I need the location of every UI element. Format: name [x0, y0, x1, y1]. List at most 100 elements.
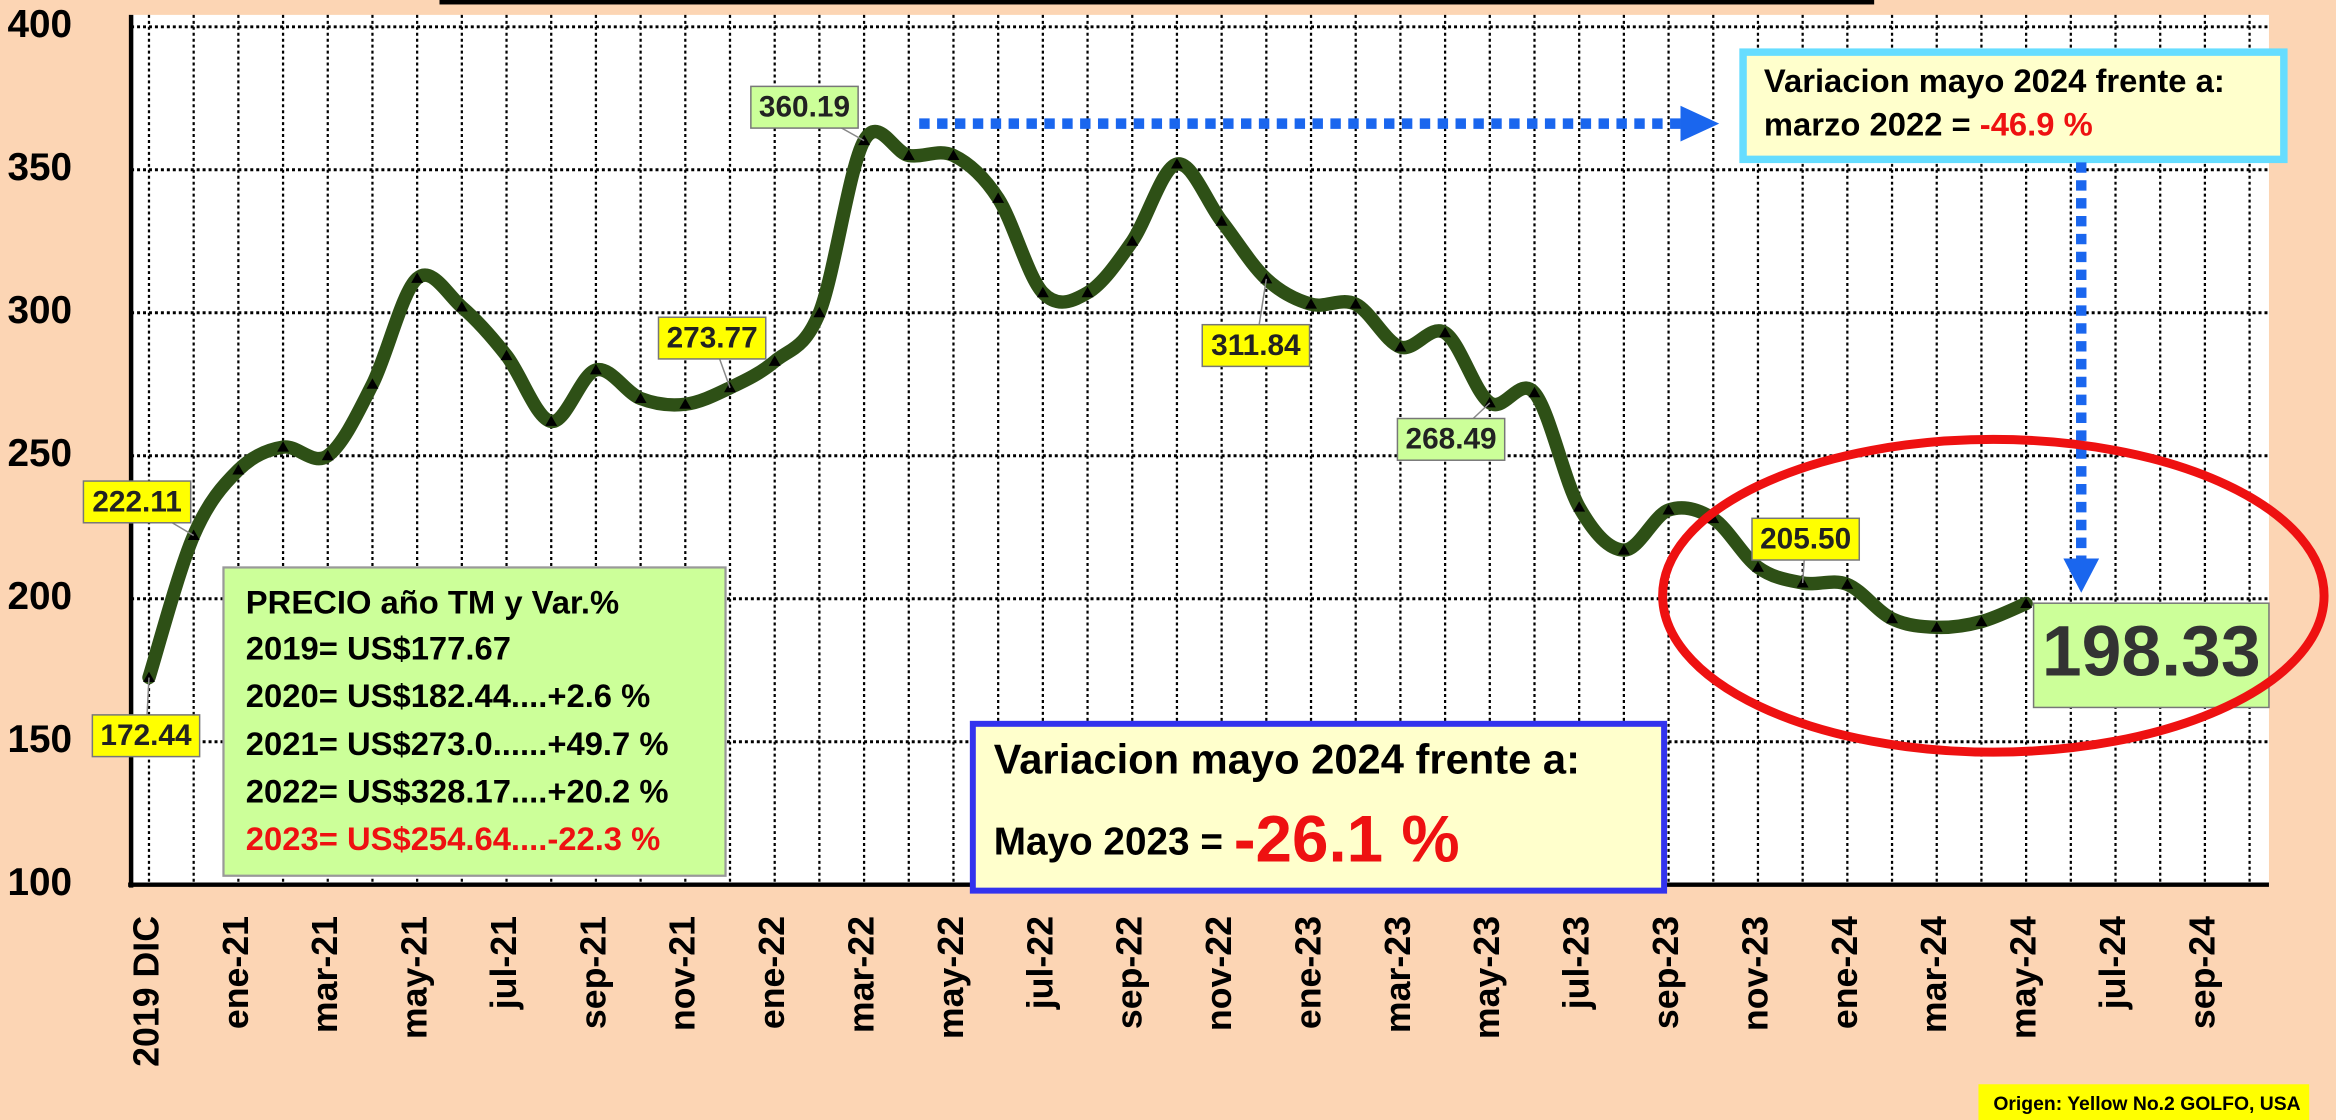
price-line: 2023= US$254.64....-22.3 % [246, 820, 660, 857]
point-marker [1349, 298, 1362, 309]
point-marker [1036, 286, 1049, 298]
value-label-bg [750, 85, 859, 129]
x-tick-label: sep-21 [573, 916, 613, 1029]
x-tick-label: jul-21 [484, 916, 524, 1010]
value-label-bg [1751, 517, 1861, 561]
value-label: 172.44 [100, 719, 192, 752]
value-label: 311.84 [1211, 329, 1301, 362]
point-marker [1305, 298, 1317, 309]
source-bg [1978, 1084, 2310, 1120]
x-tick-label: may-21 [395, 916, 435, 1039]
point-marker [1394, 341, 1407, 352]
point-marker [902, 149, 915, 160]
point-marker [1528, 386, 1541, 398]
variation-value: -26.1 % [1234, 803, 1460, 876]
value-label: 360.19 [759, 91, 850, 124]
variation-label-text: marzo 2022 = [1764, 105, 1980, 142]
point-marker [143, 671, 155, 683]
variation-box-bg [969, 720, 1668, 894]
point-marker [1975, 615, 1988, 627]
value-label-bg [82, 480, 192, 524]
variation-box-2022: Variacion mayo 2024 frente a: marzo 2022… [1739, 48, 2288, 164]
x-tick-label: may-23 [1467, 916, 1507, 1039]
point-marker [1573, 501, 1586, 512]
x-tick-label: nov-21 [663, 916, 703, 1031]
point-marker [1752, 561, 1764, 572]
point-marker [1617, 544, 1630, 555]
point-marker [277, 441, 290, 452]
price-line: 2021= US$273.0......+49.7 % [246, 725, 669, 762]
x-tick-label: nov-22 [1199, 916, 1239, 1031]
x-tick-label: jul-23 [1557, 916, 1597, 1010]
value-label: 205.50 [1760, 523, 1851, 556]
point-marker [1126, 235, 1139, 246]
arrow-head [2063, 558, 2100, 593]
point-marker [1170, 158, 1183, 169]
x-tick-label: mar-21 [305, 916, 345, 1033]
point-marker [455, 301, 468, 312]
point-marker [1886, 612, 1898, 624]
value-label-bg [1396, 417, 1506, 461]
point-marker [813, 306, 826, 318]
x-tick-label: nov-23 [1735, 916, 1775, 1031]
point-marker [1841, 578, 1854, 589]
point-marker [321, 449, 334, 461]
point-marker [947, 149, 960, 160]
price-line: 2022= US$328.17....+20.2 % [246, 772, 669, 809]
variation-label: marzo 2022 = -46.9 % [1764, 105, 2093, 142]
y-tick-label: 300 [7, 289, 72, 332]
highlight-ellipse [1658, 434, 2329, 757]
y-tick-label: 250 [7, 432, 72, 475]
point-marker [232, 464, 245, 475]
arrows [919, 105, 2100, 593]
point-marker [634, 392, 647, 404]
x-tick-label: sep-23 [1646, 916, 1686, 1029]
point-marker [1439, 326, 1452, 338]
x-tick-label: may-22 [931, 916, 971, 1039]
price-box-title: PRECIO año TM y Var.% [246, 583, 619, 620]
price-box: PRECIO año TM y Var.% 2019= US$177.67 20… [222, 566, 727, 877]
value-label-bg [91, 714, 201, 758]
variation-title: Variacion mayo 2024 frente a: [994, 736, 1580, 783]
x-tick-label: ene-24 [1825, 916, 1865, 1029]
point-marker [768, 355, 781, 366]
point-marker [2020, 597, 2033, 608]
point-marker [679, 398, 692, 409]
point-marker [411, 272, 424, 283]
source: Origen: Yellow No.2 GOLFO, USA [1993, 1093, 2300, 1115]
x-tick-label: mar-22 [842, 916, 882, 1033]
x-tick-label: mar-24 [1914, 916, 1954, 1033]
x-tick-label: ene-23 [1288, 916, 1328, 1029]
value-label: 222.11 [92, 485, 181, 518]
value-label-bg [2032, 602, 2270, 709]
value-label: 268.49 [1406, 423, 1497, 456]
value-label-bg [1201, 323, 1311, 368]
x-tick-label: sep-22 [1110, 916, 1150, 1029]
point-marker [589, 364, 602, 375]
price-box-bg [222, 566, 727, 877]
point-marker [500, 349, 513, 361]
point-marker [1930, 621, 1943, 632]
y-tick-label: 100 [7, 861, 72, 904]
price-line [142, 125, 2033, 685]
y-tick-label: 400 [7, 3, 72, 46]
x-tick-label: 2019 DIC [126, 916, 166, 1067]
point-marker [1260, 272, 1273, 284]
x-tick-label: mar-23 [1378, 916, 1418, 1033]
variation-box-bg [1739, 48, 2288, 164]
value-label: 198.33 [2042, 612, 2261, 692]
variation-title: Variacion mayo 2024 frente a: [1764, 62, 2225, 99]
point-marker [1662, 504, 1675, 515]
value-labels: 172.44 222.11 273.77 360.19 311.84 268.49 205.… [82, 85, 2270, 758]
point-marker [545, 415, 558, 426]
variation-label: Mayo 2023 = -26.1 % [994, 803, 1460, 876]
title-bar-edge [439, 0, 1875, 5]
point-marker [992, 192, 1005, 203]
value-label-bg [657, 316, 767, 360]
x-tick-label: jul-22 [1020, 916, 1060, 1010]
x-tick-label: may-24 [2004, 916, 2044, 1039]
price-line: 2020= US$182.44....+2.6 % [246, 677, 650, 714]
x-tick-label: jul-24 [2093, 916, 2133, 1010]
